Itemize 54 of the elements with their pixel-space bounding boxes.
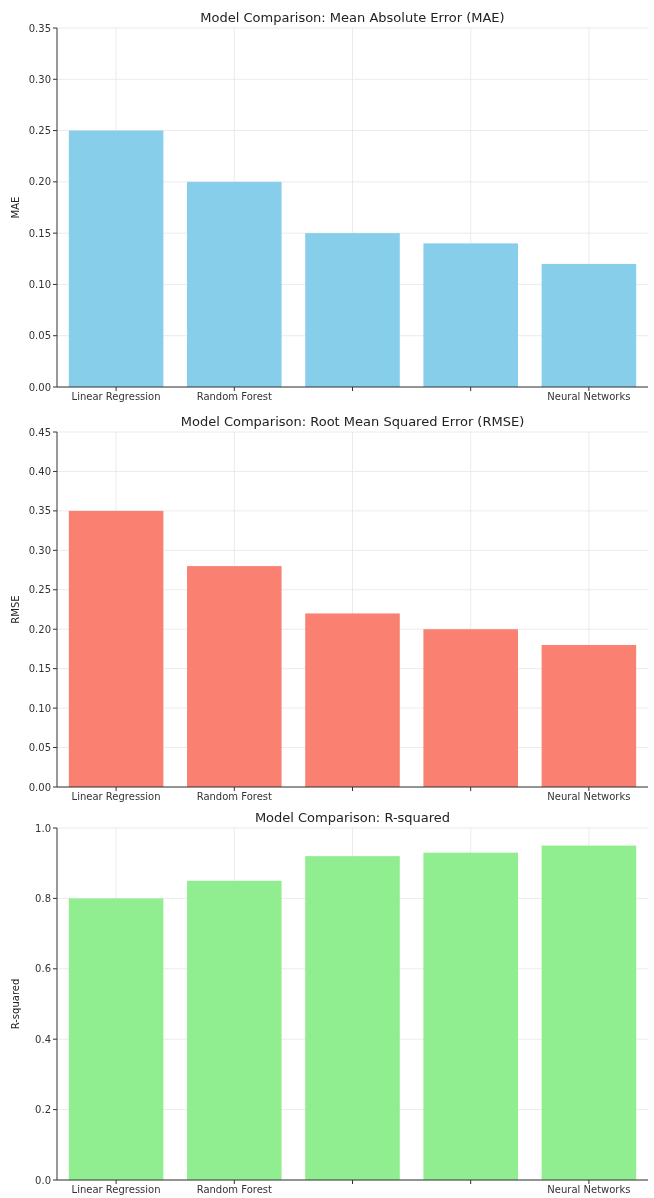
- x-tick-label: Random Forest: [196, 391, 273, 402]
- y-tick-label: 0.8: [35, 892, 51, 904]
- bar: [187, 181, 282, 387]
- x-tick-label: Linear Regression: [71, 791, 161, 802]
- x-tick-label: Linear Regression: [71, 391, 161, 402]
- y-tick-label: 0.35: [28, 505, 51, 517]
- x-tick-label: Random Forest: [196, 1184, 273, 1195]
- bar: [187, 880, 282, 1180]
- y-axis-title: MAE: [10, 196, 21, 219]
- y-tick-label: 0.05: [28, 330, 51, 342]
- y-tick-label: 0.10: [28, 702, 51, 714]
- bar: [423, 852, 518, 1180]
- bar: [68, 510, 164, 787]
- y-tick-label: 0.4: [35, 1033, 51, 1045]
- y-axis-title: RMSE: [10, 595, 21, 624]
- bar: [305, 613, 400, 787]
- bar: [541, 645, 637, 787]
- y-tick-label: 0.2: [35, 1104, 51, 1116]
- bar: [423, 243, 518, 387]
- bar: [423, 629, 518, 787]
- chart-title: Model Comparison: R-squared: [254, 810, 451, 825]
- y-tick-label: 0.35: [28, 22, 51, 34]
- y-axis-title: R-squared: [10, 978, 21, 1030]
- x-tick-label: Random Forest: [196, 791, 273, 802]
- y-tick-label: 0.15: [28, 227, 51, 239]
- y-tick-label: 0.00: [28, 381, 51, 393]
- y-tick-label: 0.30: [28, 544, 51, 556]
- y-tick-label: 0.05: [28, 742, 51, 754]
- y-tick-label: 0.00: [28, 781, 51, 793]
- y-tick-label: 0.15: [28, 663, 51, 675]
- x-tick-label: Neural Networks: [547, 791, 631, 802]
- y-tick-label: 0.0: [35, 1174, 51, 1186]
- bar: [541, 263, 637, 387]
- bar: [541, 845, 637, 1180]
- bar: [305, 233, 400, 387]
- bar: [187, 566, 282, 787]
- x-tick-label: Neural Networks: [547, 391, 631, 402]
- y-tick-label: 0.25: [28, 584, 51, 596]
- bar: [305, 856, 400, 1180]
- x-tick-label: Neural Networks: [547, 1184, 631, 1195]
- y-tick-label: 0.10: [28, 278, 51, 290]
- bar: [68, 898, 164, 1180]
- y-tick-label: 1.0: [35, 822, 51, 834]
- y-tick-label: 0.40: [28, 465, 51, 477]
- y-tick-label: 0.20: [28, 176, 51, 188]
- y-tick-label: 0.45: [28, 426, 51, 438]
- chart-title: Model Comparison: Root Mean Squared Error (RMSE): [180, 414, 525, 429]
- y-tick-label: 0.20: [28, 623, 51, 635]
- bar: [68, 130, 164, 387]
- y-tick-label: 0.6: [35, 963, 51, 975]
- y-tick-label: 0.25: [28, 125, 51, 137]
- y-tick-label: 0.30: [28, 73, 51, 85]
- x-tick-label: Linear Regression: [71, 1184, 161, 1195]
- chart-title: Model Comparison: Mean Absolute Error (MAE): [200, 10, 505, 25]
